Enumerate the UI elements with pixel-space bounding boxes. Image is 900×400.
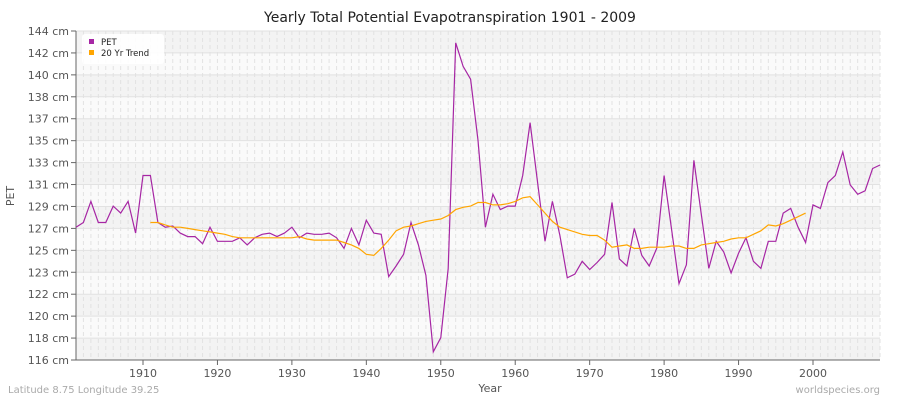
y-tick-label: 140 cm xyxy=(28,69,69,82)
y-tick-label: 125 cm xyxy=(28,244,69,257)
x-tick-label: 1930 xyxy=(278,367,306,380)
grid-band xyxy=(76,52,880,75)
x-axis-label: Year xyxy=(477,382,502,395)
y-tick-label: 116 cm xyxy=(28,354,69,367)
y-tick-label: 129 cm xyxy=(28,200,69,213)
grid-band xyxy=(76,74,880,97)
y-tick-label: 120 cm xyxy=(28,310,69,323)
series-line-trend xyxy=(150,196,806,257)
x-tick-label: 2000 xyxy=(799,367,827,380)
legend-swatch-trend xyxy=(89,50,94,55)
x-tick-label: 1920 xyxy=(203,367,231,380)
y-tick-label: 123 cm xyxy=(28,266,69,279)
grid-band xyxy=(76,250,880,273)
footer-source: worldspecies.org xyxy=(795,385,880,396)
y-tick-label: 135 cm xyxy=(28,135,69,148)
chart-title: Yearly Total Potential Evapotranspiratio… xyxy=(263,10,636,26)
legend: PET 20 Yr Trend xyxy=(82,34,164,64)
y-tick-label: 131 cm xyxy=(28,179,69,192)
y-axis-label: PET xyxy=(4,186,17,207)
y-tick-label: 122 cm xyxy=(28,288,69,301)
y-tick-label: 137 cm xyxy=(28,113,69,126)
x-tick-label: 1980 xyxy=(650,367,678,380)
legend-swatch-pet xyxy=(89,39,94,44)
x-tick-label: 1990 xyxy=(725,367,753,380)
y-tick-label: 142 cm xyxy=(28,47,69,60)
y-tick-label: 118 cm xyxy=(28,332,69,345)
x-tick-label: 1960 xyxy=(501,367,529,380)
y-tick-label: 138 cm xyxy=(28,91,69,104)
x-tick-label: 1910 xyxy=(129,367,157,380)
x-tick-label: 1970 xyxy=(576,367,604,380)
y-tick-label: 127 cm xyxy=(28,222,69,235)
legend-label-pet: PET xyxy=(101,38,117,48)
footer-location: Latitude 8.75 Longitude 39.25 xyxy=(8,385,160,396)
y-tick-label: 144 cm xyxy=(28,25,69,38)
x-tick-label: 1940 xyxy=(352,367,380,380)
legend-label-trend: 20 Yr Trend xyxy=(101,49,149,59)
x-tick-label: 1950 xyxy=(427,367,455,380)
y-tick-label: 133 cm xyxy=(28,157,69,170)
